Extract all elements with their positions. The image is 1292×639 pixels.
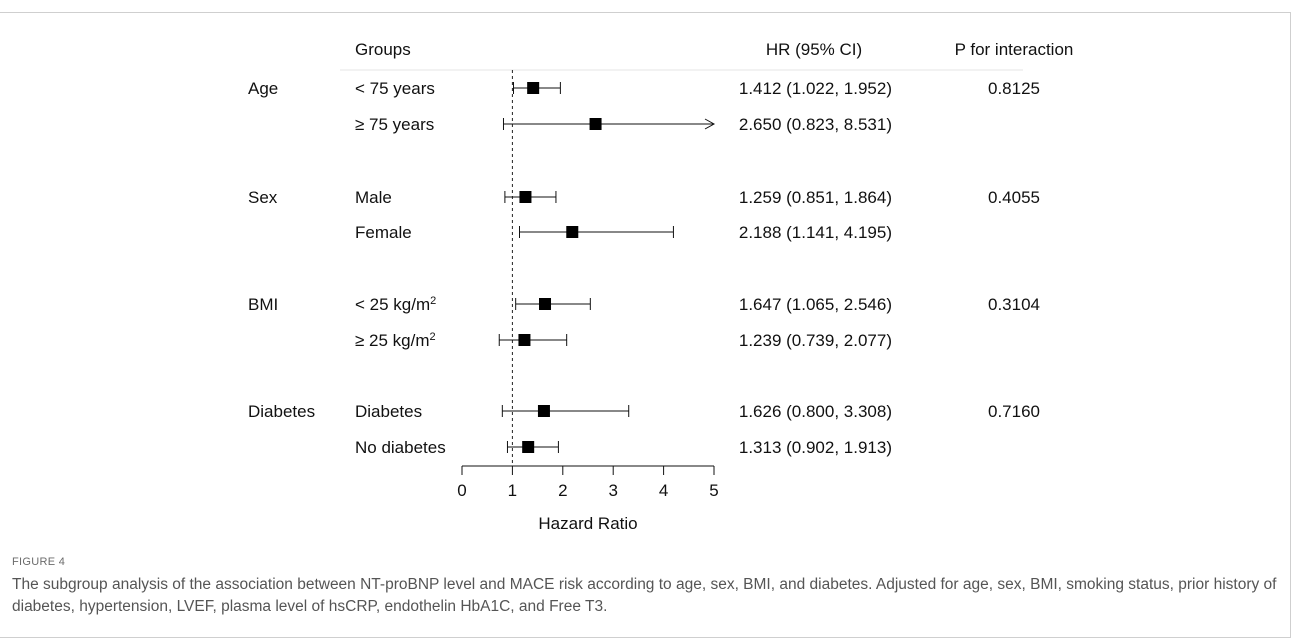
superscript: 2 (430, 295, 436, 307)
category-label: Sex (248, 188, 278, 207)
hr-text: 1.626 (0.800, 3.308) (739, 402, 892, 421)
group-label: < 75 years (355, 79, 435, 98)
hr-point (527, 82, 540, 94)
forest-plot: Groups HR (95% CI) P for interaction Age 0.8… (248, 40, 1074, 533)
category-label: Age (248, 79, 278, 98)
hr-text: 1.259 (0.851, 1.864) (739, 188, 892, 207)
p-interaction: 0.8125 (988, 79, 1040, 98)
hr-point (589, 118, 602, 130)
ci-arrow (704, 118, 716, 130)
header-p: P for interaction (955, 40, 1074, 59)
group-label: Female (355, 223, 412, 242)
hr-point (566, 226, 579, 238)
hr-point (522, 441, 535, 453)
group-label: ≥ 75 years (355, 115, 434, 134)
x-tick-label: 0 (457, 481, 466, 500)
x-axis-label: Hazard Ratio (538, 514, 637, 533)
figure-caption: The subgroup analysis of the association… (12, 576, 1277, 615)
superscript: 2 (430, 331, 436, 343)
hr-text: 1.313 (0.902, 1.913) (739, 438, 892, 457)
hr-point (518, 334, 531, 346)
hr-point (539, 298, 552, 310)
hr-text: 2.650 (0.823, 8.531) (739, 115, 892, 134)
hr-text: 1.412 (1.022, 1.952) (739, 79, 892, 98)
hr-text: 1.647 (1.065, 2.546) (739, 295, 892, 314)
header-groups: Groups (355, 40, 411, 59)
hr-text: 2.188 (1.141, 4.195) (739, 223, 892, 242)
header-hr: HR (95% CI) (766, 40, 862, 59)
p-interaction: 0.3104 (988, 295, 1040, 314)
hr-point (519, 191, 532, 203)
x-tick-label: 1 (508, 481, 517, 500)
group-label: < 25 kg/m2 (355, 295, 436, 314)
x-tick-label: 4 (659, 481, 668, 500)
category-label: Diabetes (248, 402, 315, 421)
figure-label: FIGURE 4 (12, 556, 66, 568)
x-tick-label: 3 (608, 481, 617, 500)
p-interaction: 0.4055 (988, 188, 1040, 207)
figure-frame (0, 12, 1291, 638)
category-label: BMI (248, 295, 278, 314)
group-label: Male (355, 188, 392, 207)
x-tick-label: 5 (709, 481, 718, 500)
hr-point (537, 405, 550, 417)
x-tick-label: 2 (558, 481, 567, 500)
p-interaction: 0.7160 (988, 402, 1040, 421)
hr-text: 1.239 (0.739, 2.077) (739, 331, 892, 350)
group-label: ≥ 25 kg/m2 (355, 331, 436, 350)
group-label: Diabetes (355, 402, 422, 421)
group-label: No diabetes (355, 438, 446, 457)
